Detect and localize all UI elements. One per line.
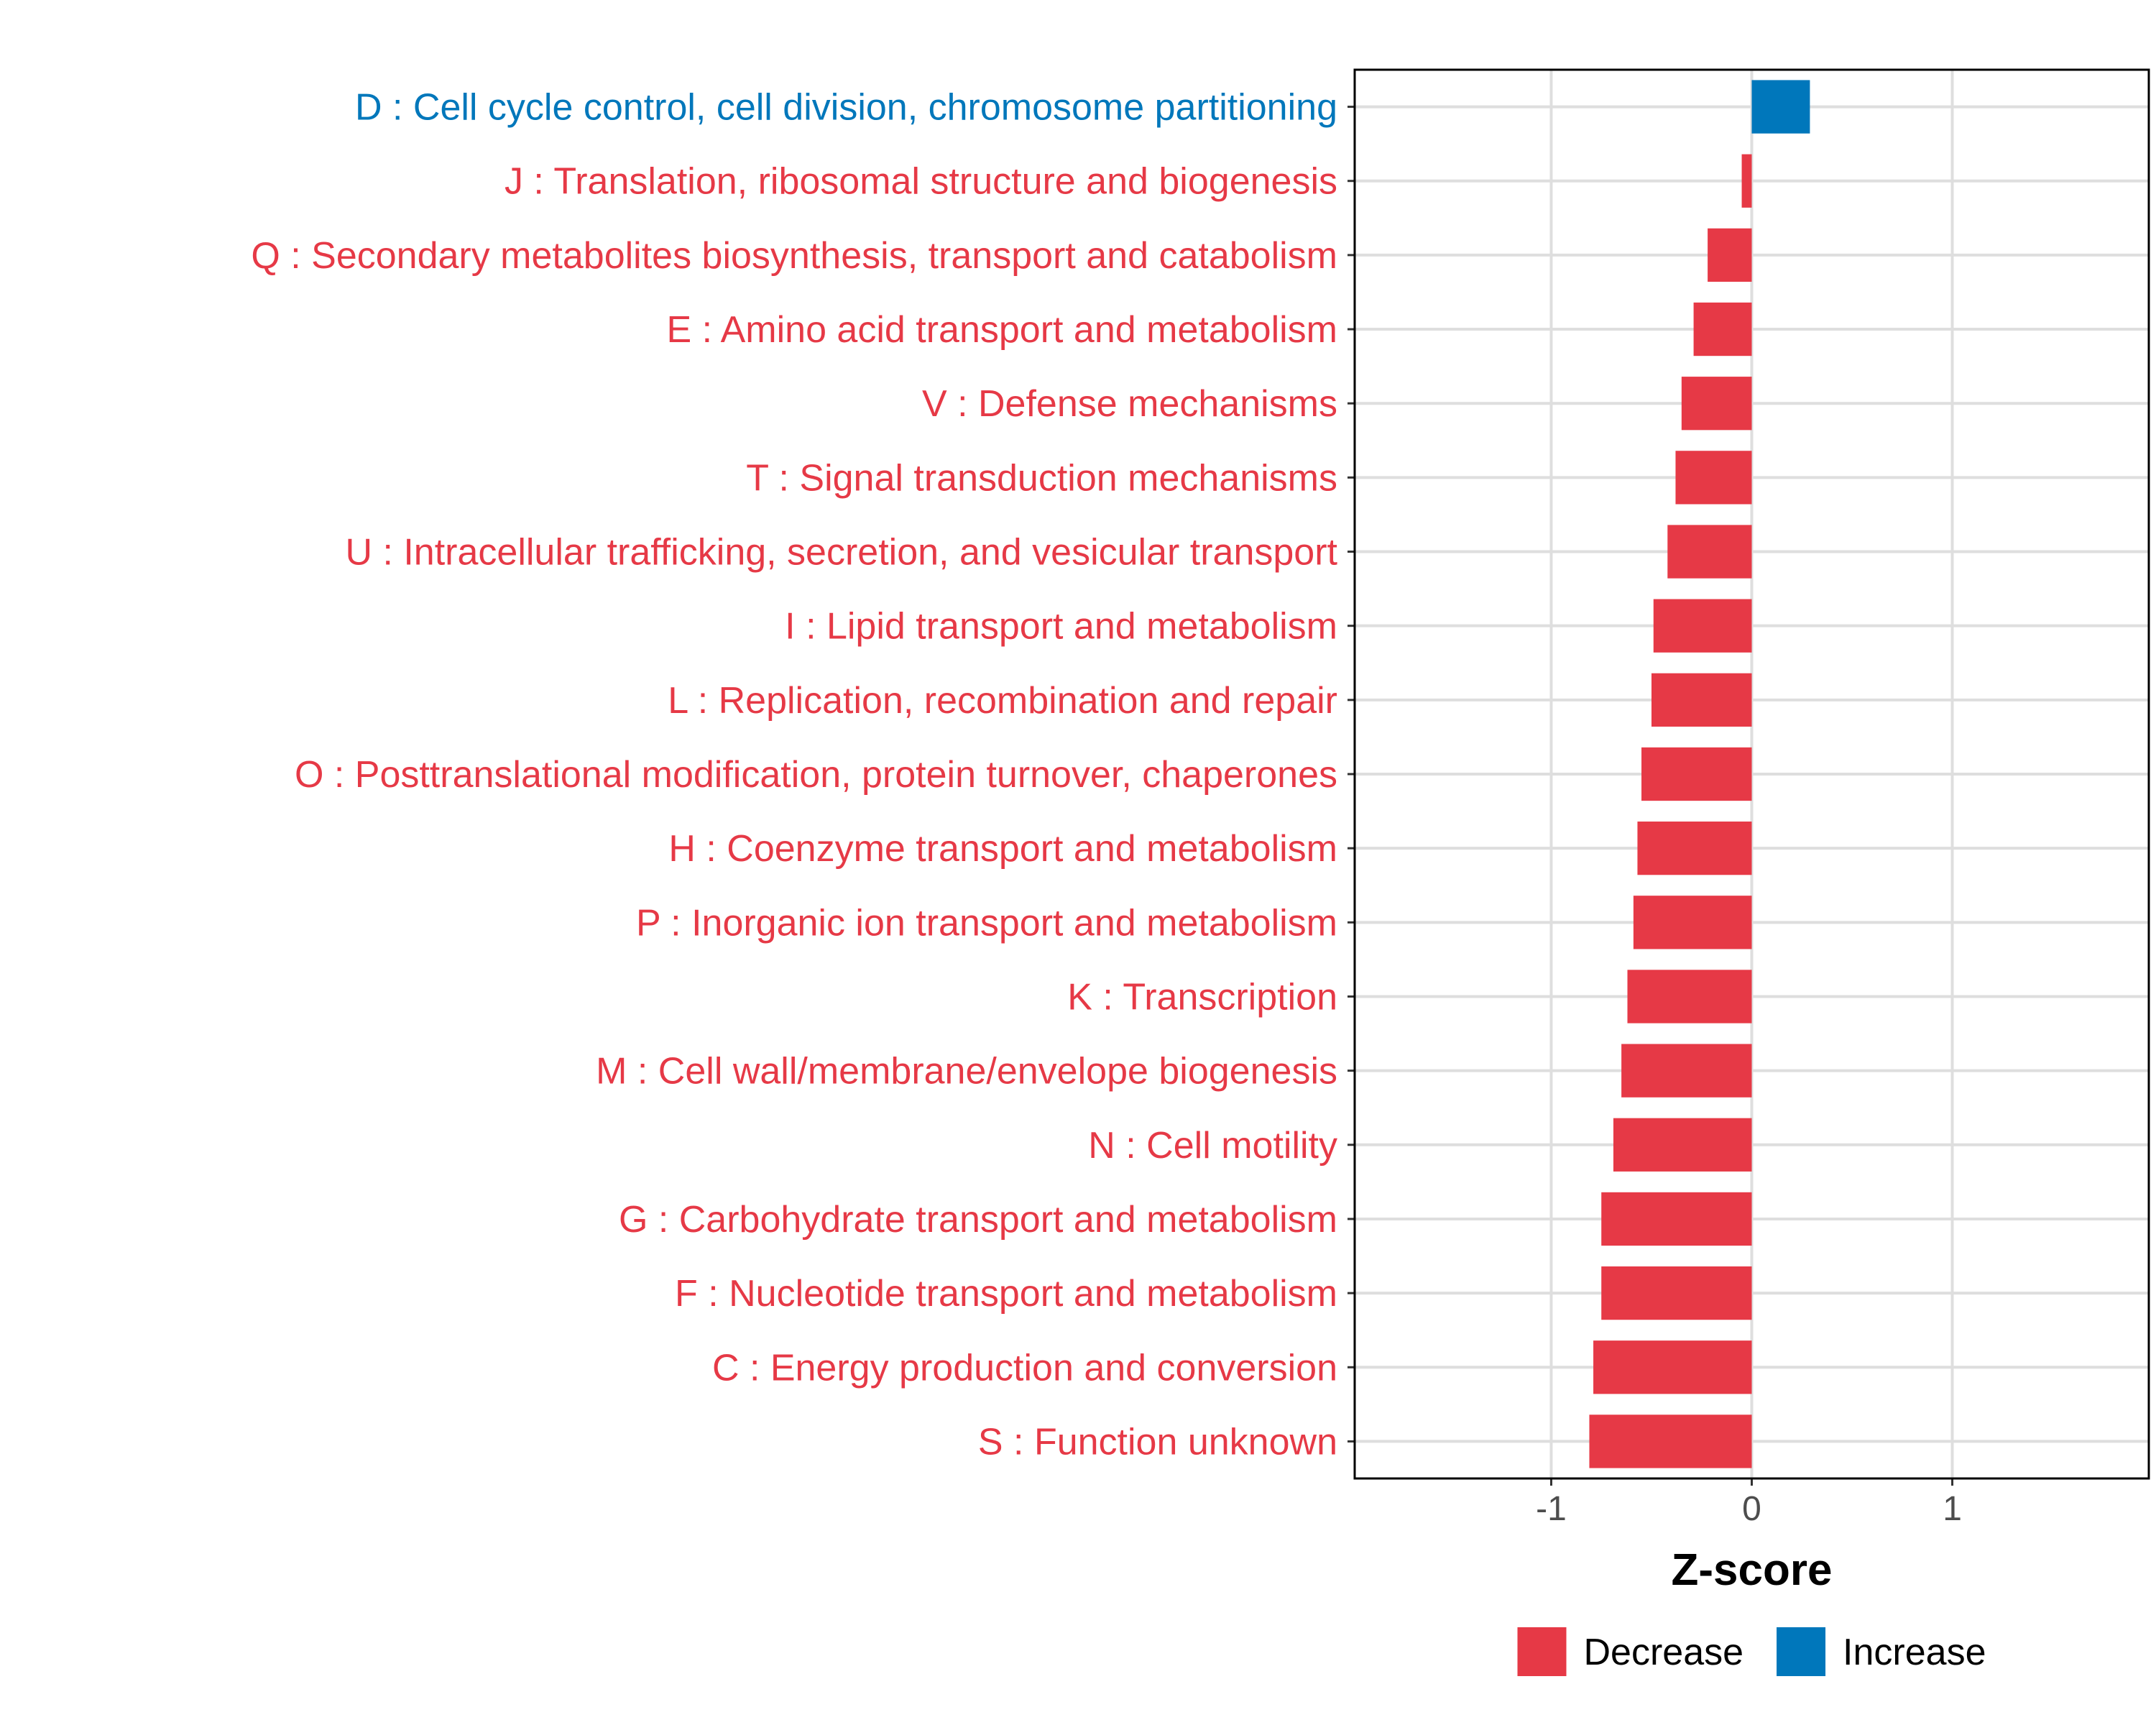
bar: [1693, 302, 1752, 356]
bar: [1601, 1192, 1752, 1246]
y-tick-label: O : Posttranslational modification, prot…: [295, 754, 1337, 796]
y-tick-label: P : Inorganic ion transport and metaboli…: [636, 902, 1337, 944]
bar: [1675, 451, 1752, 505]
legend: Decrease Increase: [1517, 1627, 1986, 1676]
x-ticks: -1 0 1: [1536, 1478, 1962, 1528]
y-tick-label: Q : Secondary metabolites biosynthesis, …: [251, 235, 1337, 277]
bar: [1613, 1118, 1752, 1172]
y-tick-label: M : Cell wall/membrane/envelope biogenes…: [596, 1051, 1337, 1092]
y-tick-label: C : Energy production and conversion: [712, 1347, 1337, 1389]
category-labels: D : Cell cycle control, cell division, c…: [251, 87, 1355, 1463]
y-tick-label: S : Function unknown: [978, 1421, 1337, 1463]
bar: [1621, 1044, 1752, 1098]
bar: [1681, 377, 1752, 431]
bar: [1708, 228, 1752, 282]
y-tick-label: H : Coenzyme transport and metabolism: [668, 828, 1337, 870]
bar: [1751, 80, 1810, 134]
legend-label: Decrease: [1584, 1632, 1744, 1673]
bar: [1741, 154, 1752, 208]
legend-key: [1777, 1627, 1826, 1676]
bar: [1637, 822, 1752, 875]
y-tick-label: K : Transcription: [1067, 976, 1337, 1018]
bar-layer: [1589, 80, 1810, 1468]
x-tick-label: 0: [1742, 1490, 1761, 1528]
bar: [1601, 1266, 1752, 1320]
y-tick-label: E : Amino acid transport and metabolism: [666, 309, 1337, 351]
x-tick-label: -1: [1536, 1490, 1567, 1528]
bar: [1633, 896, 1752, 949]
x-axis-title: Z-score: [1672, 1545, 1833, 1595]
y-tick-label: L : Replication, recombination and repai…: [668, 680, 1337, 722]
bar: [1589, 1414, 1752, 1468]
legend-label: Increase: [1843, 1632, 1986, 1673]
y-tick-label: I : Lipid transport and metabolism: [785, 606, 1337, 648]
panel-border: [1353, 68, 2150, 1480]
bar: [1653, 599, 1752, 653]
legend-key: [1517, 1627, 1567, 1676]
x-tick-label: 1: [1943, 1490, 1962, 1528]
y-tick-label: F : Nucleotide transport and metabolism: [675, 1273, 1337, 1315]
y-tick-label: V : Defense mechanisms: [922, 383, 1337, 425]
y-tick-label: J : Translation, ribosomal structure and…: [505, 161, 1337, 203]
bar: [1641, 747, 1752, 801]
y-tick-label: G : Carbohydrate transport and metabolis…: [619, 1199, 1337, 1241]
y-tick-label: N : Cell motility: [1088, 1125, 1337, 1167]
y-tick-label: T : Signal transduction mechanisms: [746, 457, 1337, 499]
bar: [1651, 673, 1752, 727]
bar: [1667, 525, 1752, 579]
bar: [1593, 1340, 1752, 1394]
y-tick-label: U : Intracellular trafficking, secretion…: [345, 532, 1337, 574]
bar: [1627, 970, 1752, 1024]
y-tick-label: D : Cell cycle control, cell division, c…: [355, 87, 1337, 129]
